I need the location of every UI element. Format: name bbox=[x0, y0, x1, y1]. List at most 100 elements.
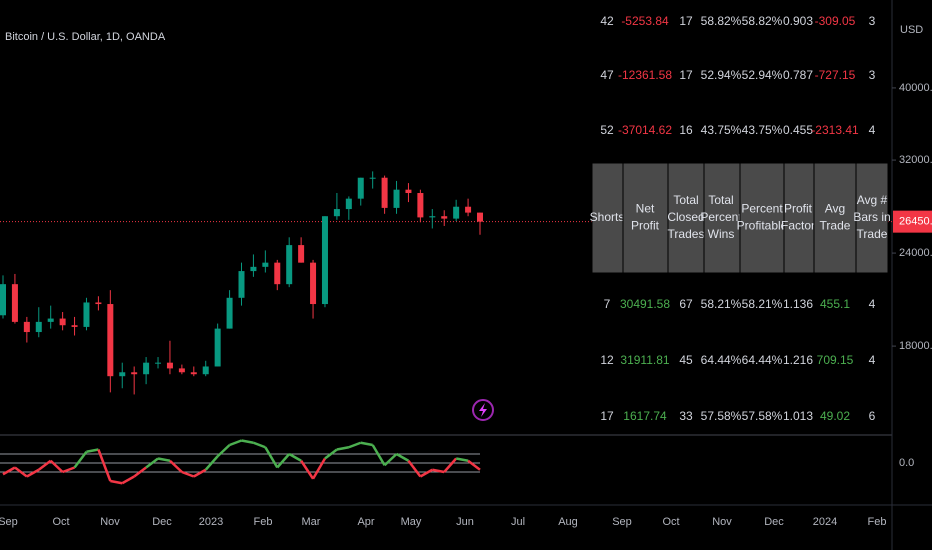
candle-body bbox=[190, 372, 197, 375]
x-tick-label: Apr bbox=[357, 516, 374, 528]
candle-body bbox=[321, 216, 328, 305]
candle-body bbox=[298, 245, 305, 263]
table-cell: 17 bbox=[679, 14, 693, 28]
table-cell: 52.94% bbox=[701, 68, 742, 82]
table-cell: -37014.62 bbox=[618, 123, 672, 137]
oscillator-segment bbox=[252, 441, 266, 449]
alert-ring[interactable] bbox=[472, 399, 494, 421]
oscillator-segment bbox=[276, 453, 291, 469]
table-header-cell bbox=[667, 162, 705, 274]
table-cell: -2313.41 bbox=[811, 123, 859, 137]
oscillator-segment bbox=[14, 466, 28, 478]
table-cell: 1.216 bbox=[783, 353, 813, 367]
candle-body bbox=[226, 297, 233, 329]
table-cell: 67 bbox=[679, 297, 693, 311]
table-cell: 47 bbox=[600, 68, 614, 82]
table-cell: 1.136 bbox=[783, 297, 813, 311]
table-header-text: Profit bbox=[784, 202, 813, 216]
table-cell: -5253.84 bbox=[621, 14, 669, 28]
oscillator-segment bbox=[26, 468, 40, 478]
table-cell: 30491.58 bbox=[620, 297, 670, 311]
x-tick-label: Sep bbox=[612, 516, 632, 528]
table-cell: 58.21% bbox=[742, 297, 783, 311]
candle-body bbox=[166, 362, 173, 369]
table-cell: 4 bbox=[869, 297, 876, 311]
oscillator-segment bbox=[204, 455, 219, 471]
oscillator-segment bbox=[2, 466, 16, 476]
table-cell: 1617.74 bbox=[623, 409, 667, 423]
x-tick-label: Jul bbox=[511, 516, 525, 528]
table-cell: 52 bbox=[600, 123, 614, 137]
table-cell: 64.44% bbox=[701, 353, 742, 367]
candle-body bbox=[286, 245, 293, 285]
table-header-cell bbox=[622, 162, 669, 274]
table-header-text: Trade bbox=[857, 227, 888, 241]
table-header-text: Percent bbox=[700, 210, 742, 224]
oscillator-segment bbox=[133, 466, 147, 478]
candle-body bbox=[11, 284, 18, 322]
table-cell: 1.013 bbox=[783, 409, 813, 423]
x-tick-label: Oct bbox=[662, 516, 679, 528]
candle-body bbox=[35, 321, 42, 333]
table-header-cell bbox=[855, 162, 889, 274]
candle-body bbox=[417, 193, 424, 218]
oscillator-segment bbox=[311, 457, 327, 480]
oscillator-segment bbox=[62, 466, 75, 474]
oscillator-segment bbox=[419, 468, 433, 478]
table-cell: 42 bbox=[600, 14, 614, 28]
table-header-text: Closed bbox=[667, 210, 704, 224]
alert-bolt[interactable] bbox=[479, 403, 487, 417]
x-tick-label: Nov bbox=[100, 516, 120, 528]
table-cell: -309.05 bbox=[815, 14, 856, 28]
oscillator-segment bbox=[181, 470, 195, 478]
x-tick-label: Feb bbox=[254, 516, 273, 528]
table-header-text: Trade bbox=[820, 219, 851, 233]
table-header-text: Net bbox=[636, 202, 655, 216]
x-tick-label: Dec bbox=[152, 516, 172, 528]
oscillator-tick-label: 0.0 bbox=[899, 457, 914, 469]
table-header-text: Bars in bbox=[853, 210, 890, 224]
candle-body bbox=[357, 177, 364, 199]
table-cell: 49.02 bbox=[820, 409, 850, 423]
oscillator-segment bbox=[49, 459, 64, 473]
oscillator-segment bbox=[288, 452, 302, 462]
oscillator-segment bbox=[324, 448, 338, 460]
table-header-text: Wins bbox=[708, 227, 735, 241]
table-cell: 16 bbox=[679, 123, 693, 137]
candle-body bbox=[119, 372, 126, 377]
table-cell: 4 bbox=[869, 353, 876, 367]
oscillator-segment bbox=[86, 448, 99, 453]
oscillator-segment bbox=[38, 459, 52, 471]
table-cell: 0.455 bbox=[783, 123, 813, 137]
x-tick-label: Sep bbox=[0, 516, 18, 528]
x-tick-label: 2024 bbox=[813, 516, 837, 528]
oscillator-segment bbox=[383, 453, 398, 467]
candle-body bbox=[95, 302, 102, 305]
table-cell: 12 bbox=[600, 353, 614, 367]
table-header-text: Factor bbox=[781, 219, 815, 233]
table-cell: 57.58% bbox=[742, 409, 783, 423]
table-cell: 58.82% bbox=[742, 14, 783, 28]
candle-body bbox=[381, 177, 388, 208]
oscillator-segment bbox=[348, 441, 362, 449]
oscillator-segment bbox=[216, 444, 231, 458]
candle-body bbox=[59, 318, 66, 326]
table-cell: 33 bbox=[679, 409, 693, 423]
x-tick-label: Feb bbox=[868, 516, 887, 528]
candle-body bbox=[202, 366, 209, 375]
candle-body bbox=[429, 216, 436, 218]
x-tick-label: May bbox=[401, 516, 422, 528]
table-header-text: Total bbox=[708, 193, 733, 207]
table-cell: 58.82% bbox=[701, 14, 742, 28]
candle-body bbox=[441, 216, 448, 219]
table-header-text: Percent bbox=[741, 202, 783, 216]
candle-body bbox=[178, 368, 185, 373]
candle-body bbox=[0, 284, 6, 316]
table-cell: 43.75% bbox=[742, 123, 783, 137]
oscillator-segment bbox=[395, 452, 410, 462]
table-cell: 709.15 bbox=[817, 353, 854, 367]
table-header-cell bbox=[591, 162, 624, 274]
alert-icon[interactable] bbox=[472, 399, 494, 421]
